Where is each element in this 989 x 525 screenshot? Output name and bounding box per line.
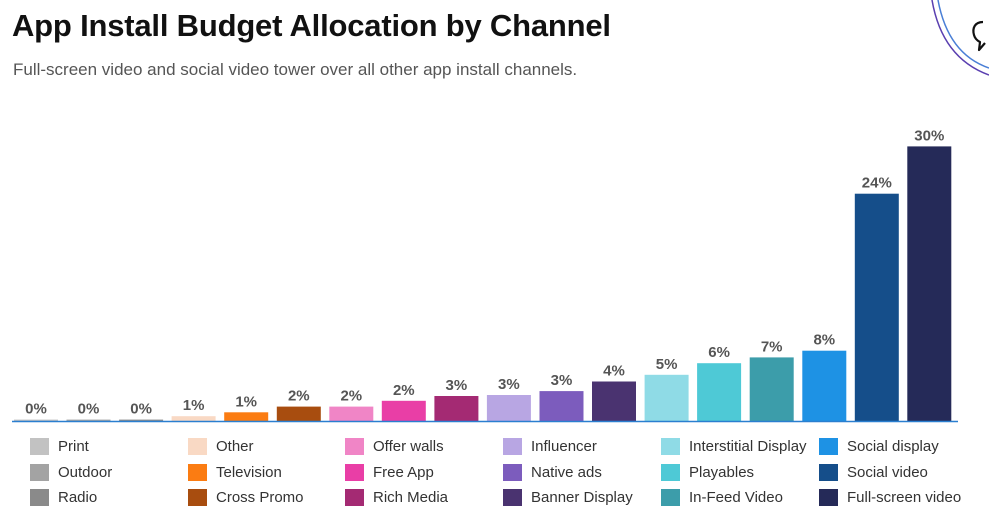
value-label: 7% bbox=[761, 338, 783, 355]
chart-subtitle: Full-screen video and social video tower… bbox=[13, 60, 578, 79]
value-label: 0% bbox=[130, 401, 152, 418]
value-label: 6% bbox=[708, 344, 730, 361]
value-label: 0% bbox=[25, 401, 47, 418]
bar-series bbox=[14, 146, 952, 421]
value-label: 0% bbox=[78, 401, 100, 418]
value-labels: 0% 0% 0% 1% 1% 2% 2% 2% 3% 3% 3% 4% 5% 6% 7% 8% 24% 30% bbox=[25, 127, 944, 417]
value-label: 5% bbox=[656, 356, 678, 373]
value-label: 2% bbox=[340, 388, 362, 405]
bar-print bbox=[14, 419, 58, 421]
bar-free-app bbox=[381, 400, 426, 421]
value-label: 3% bbox=[498, 376, 520, 393]
bar-radio bbox=[119, 419, 164, 421]
corner-decoration bbox=[931, 0, 989, 76]
value-label: 2% bbox=[393, 382, 415, 399]
bar-in-feed-video bbox=[749, 357, 794, 421]
bar-social-display bbox=[802, 350, 847, 421]
bar-offer-walls bbox=[329, 406, 374, 421]
value-label: 1% bbox=[235, 393, 257, 410]
value-label: 3% bbox=[551, 372, 573, 389]
value-label: 4% bbox=[603, 363, 625, 380]
bar-banner-display bbox=[592, 381, 636, 421]
value-label: 1% bbox=[183, 397, 205, 414]
bar-native-ads bbox=[539, 391, 584, 421]
bar-social-video bbox=[854, 193, 899, 421]
value-label: 24% bbox=[862, 175, 892, 192]
chart-title: App Install Budget Allocation by Channel bbox=[12, 8, 611, 43]
value-label: 3% bbox=[446, 377, 468, 394]
bar-rich-media bbox=[434, 396, 479, 421]
bar-cross-promo bbox=[276, 406, 321, 421]
bar-influencer bbox=[486, 395, 531, 421]
bar-outdoor bbox=[66, 419, 111, 421]
bar-other bbox=[171, 416, 216, 421]
bar-full-screen-video bbox=[907, 146, 952, 421]
chat-bubble-icon bbox=[972, 20, 986, 52]
bar-television bbox=[224, 412, 269, 421]
value-label: 2% bbox=[288, 388, 310, 405]
bar-playables bbox=[697, 363, 742, 421]
value-label: 8% bbox=[813, 332, 835, 349]
bar-interstitial-display bbox=[644, 374, 689, 421]
value-label: 30% bbox=[914, 127, 944, 144]
